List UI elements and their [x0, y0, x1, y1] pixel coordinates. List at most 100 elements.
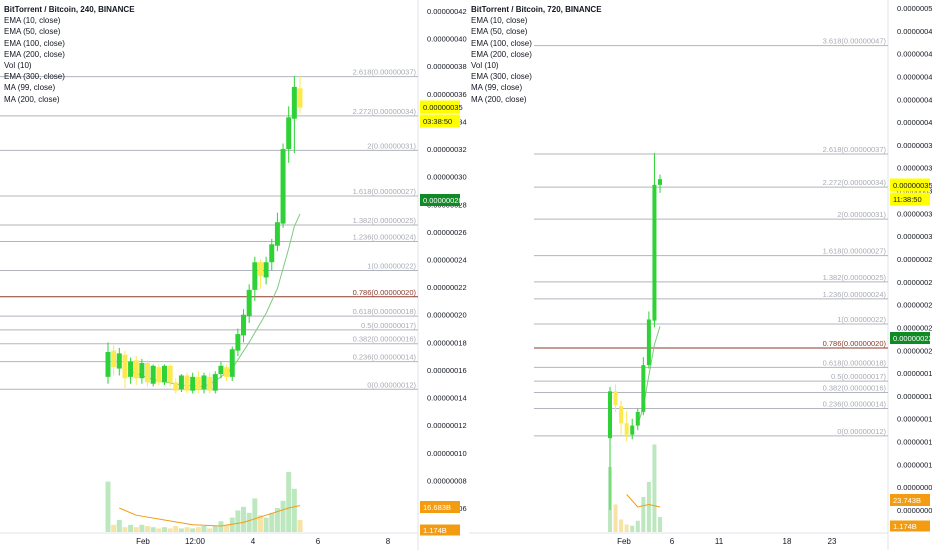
candle[interactable]	[145, 360, 151, 387]
price-tick-label: 0.00000006	[897, 506, 932, 515]
price-tick-label: 0.00000032	[427, 145, 467, 154]
candle[interactable]	[111, 345, 117, 376]
candle[interactable]	[280, 143, 286, 228]
candle[interactable]	[635, 408, 640, 431]
indicator-ema-300[interactable]: EMA (300, close)	[4, 72, 65, 82]
countdown-badge-bg	[890, 192, 930, 206]
fib-level-label: 0(0.00000012)	[367, 380, 416, 389]
candle[interactable]	[252, 256, 258, 301]
candle[interactable]	[291, 75, 297, 154]
candle[interactable]	[128, 357, 134, 384]
candle[interactable]	[613, 384, 618, 412]
volume-badge: 23.743B	[893, 496, 921, 505]
candle[interactable]	[619, 400, 624, 435]
candle[interactable]	[652, 152, 657, 328]
fib-level-label: 2(0.00000031)	[837, 210, 886, 219]
candle[interactable]	[139, 358, 145, 384]
candle[interactable]	[658, 174, 662, 193]
candle[interactable]	[286, 106, 292, 163]
candle[interactable]	[235, 328, 241, 357]
candle[interactable]	[212, 371, 218, 394]
candle[interactable]	[156, 364, 162, 386]
candle[interactable]	[624, 410, 629, 442]
volume-bar	[263, 517, 269, 532]
volume-bar	[635, 520, 640, 532]
indicator-ema-50[interactable]: EMA (50, close)	[4, 27, 61, 37]
candle[interactable]	[195, 371, 201, 394]
candle[interactable]	[184, 372, 190, 394]
volume-bar	[274, 508, 280, 532]
fib-level-label: 1.382(0.00000025)	[353, 216, 417, 225]
price-tick-label: 0.00000030	[427, 173, 467, 182]
indicator-ema-100[interactable]: EMA (100, close)	[4, 38, 65, 48]
candle[interactable]	[105, 342, 111, 384]
indicator-ema-100[interactable]: EMA (100, close)	[471, 38, 532, 48]
candle[interactable]	[167, 364, 173, 387]
candle-body	[229, 349, 235, 377]
fib-level-label: 0.786(0.00000020)	[353, 288, 417, 297]
chart-title[interactable]: BitTorrent / Bitcoin, 240, BINANCE	[4, 5, 135, 14]
candle-body	[241, 314, 247, 336]
candle[interactable]	[246, 284, 252, 324]
fib-level-label: 3.618(0.00000047)	[823, 37, 887, 46]
ema-line[interactable]	[637, 326, 661, 425]
candle-body	[161, 365, 167, 383]
candle-body	[207, 376, 213, 391]
volume-ma-badge: 1.174B	[423, 526, 447, 535]
fib-level-label: 2.272(0.00000034)	[823, 178, 887, 187]
volume-bar	[122, 527, 128, 532]
candle[interactable]	[150, 364, 156, 387]
price-tick-label: 0.00000040	[427, 35, 467, 44]
candle[interactable]	[133, 356, 139, 386]
candle-body	[246, 289, 252, 317]
indicator-vol[interactable]: Vol (10)	[4, 61, 32, 71]
indicator-ma-200[interactable]: MA (200, close)	[4, 94, 60, 104]
indicator-ema-300[interactable]: EMA (300, close)	[471, 72, 532, 82]
candle[interactable]	[122, 350, 128, 388]
candle[interactable]	[274, 212, 280, 252]
candle[interactable]	[201, 372, 207, 394]
fib-level-label: 0.786(0.00000020)	[823, 339, 887, 348]
candle[interactable]	[207, 372, 213, 394]
candle-body	[139, 363, 145, 379]
candle-body	[190, 376, 196, 391]
candle[interactable]	[116, 347, 122, 376]
indicator-ma-99[interactable]: MA (99, close)	[4, 83, 56, 93]
candle[interactable]	[608, 386, 612, 510]
candle[interactable]	[178, 374, 184, 393]
candle[interactable]	[646, 311, 651, 369]
price-tick-label: 0.00000026	[897, 278, 932, 287]
indicator-vol[interactable]: Vol (10)	[471, 61, 499, 71]
candle-body	[116, 353, 122, 369]
fib-level-label: 0.618(0.00000018)	[823, 358, 887, 367]
candle-body	[218, 365, 224, 375]
candle[interactable]	[297, 75, 303, 114]
indicator-ema-10[interactable]: EMA (10, close)	[4, 16, 61, 26]
chart-title[interactable]: BitTorrent / Bitcoin, 720, BINANCE	[471, 5, 602, 14]
candle[interactable]	[218, 361, 224, 379]
indicator-ma-99[interactable]: MA (99, close)	[471, 83, 523, 93]
candle[interactable]	[263, 256, 269, 285]
indicator-ema-50[interactable]: EMA (50, close)	[471, 27, 528, 37]
candle[interactable]	[269, 238, 275, 271]
price-tick-label: 0.00000028	[897, 255, 932, 264]
candle-body	[263, 262, 269, 278]
candle[interactable]	[630, 418, 635, 440]
candle[interactable]	[229, 346, 235, 381]
candle[interactable]	[190, 372, 196, 394]
candle[interactable]	[173, 378, 179, 394]
candle[interactable]	[161, 364, 167, 386]
price-tick-label: 0.00000042	[897, 95, 932, 104]
indicator-ema-200[interactable]: EMA (200, close)	[4, 49, 65, 59]
ema-line[interactable]	[130, 213, 301, 388]
candle[interactable]	[641, 357, 646, 416]
indicator-ma-200[interactable]: MA (200, close)	[471, 94, 527, 104]
indicator-ema-200[interactable]: EMA (200, close)	[471, 49, 532, 59]
candle[interactable]	[224, 364, 230, 381]
volume-bar	[190, 528, 196, 532]
candle[interactable]	[241, 309, 247, 343]
indicator-ema-10[interactable]: EMA (10, close)	[471, 16, 528, 26]
candle[interactable]	[257, 259, 263, 289]
